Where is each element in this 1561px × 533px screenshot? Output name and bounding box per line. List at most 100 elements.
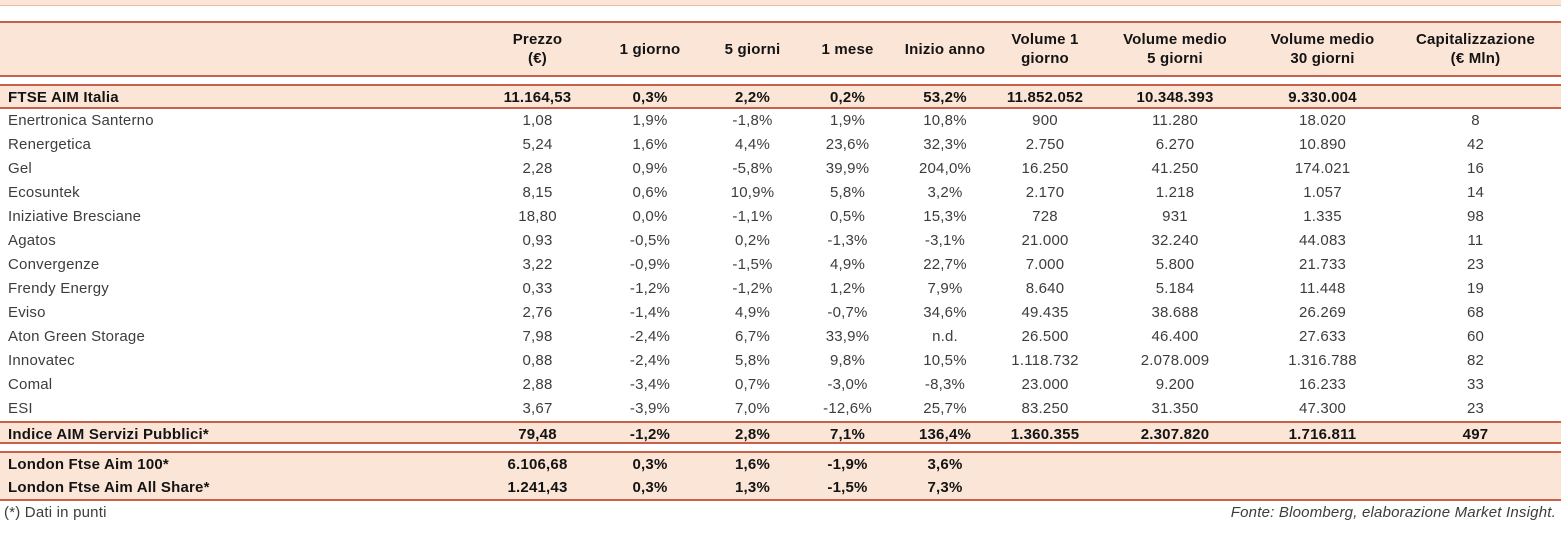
row-value: 728 (1032, 208, 1058, 225)
source-text: Fonte: Bloomberg, elaborazione Market In… (1230, 504, 1556, 521)
row-value: 10,8% (923, 112, 967, 129)
row-value: 26.500 (1021, 328, 1069, 345)
row-value: -8,3% (924, 376, 966, 393)
row-label: ESI (8, 400, 33, 417)
row-value: 11.448 (1299, 280, 1346, 297)
row-value: 11.164,53 (503, 89, 572, 106)
row-value: 1,9% (830, 112, 865, 129)
index-row-container: FTSE AIM Italia 11.164,53 0,3% 2,2% 0,2% 53,2… (0, 86, 1561, 109)
row-label: Renergetica (8, 136, 92, 153)
row-value: 1,08 (522, 112, 553, 129)
column-header: Volume 1 giorno (1011, 31, 1079, 67)
row-value: 26.269 (1298, 304, 1347, 321)
row-value: -1,2% (629, 426, 671, 443)
row-value: 1,3% (735, 479, 770, 496)
row-value: 68 (1466, 304, 1485, 321)
row-value: 1.218 (1155, 184, 1195, 201)
top-divider-strip (0, 0, 1561, 6)
row-value: 0,9% (632, 160, 668, 177)
row-label: Eviso (8, 304, 46, 321)
row-value: 9,8% (830, 352, 865, 369)
row-value: -0,5% (629, 232, 671, 249)
column-header: 1 giorno (619, 40, 681, 58)
row-value: 5.184 (1155, 280, 1195, 297)
row-value: 98 (1466, 208, 1485, 225)
row-label: Frendy Energy (8, 280, 109, 297)
row-value (1390, 453, 1561, 476)
row-value: -3,4% (629, 376, 671, 393)
company-rows-container: Enertronica Santerno 1,08 1,9% -1,8% 1,9% 10,… (0, 109, 1561, 421)
row-value (1095, 476, 1255, 499)
row-value: 2.750 (1025, 136, 1065, 153)
row-value: 21.733 (1298, 256, 1347, 273)
row-label: London Ftse Aim All Share* (8, 479, 210, 496)
row-value: 5,24 (522, 136, 553, 153)
row-value: 16 (1466, 160, 1485, 177)
row-value: 5.800 (1155, 256, 1195, 273)
row-value: 23 (1466, 256, 1485, 273)
row-value: 14 (1466, 184, 1485, 201)
row-value: 49.435 (1021, 304, 1069, 321)
row-value: 15,3% (923, 208, 967, 225)
row-value: 46.400 (1151, 328, 1199, 345)
row-value: -3,9% (629, 400, 671, 417)
row-value: -2,4% (629, 352, 671, 369)
table-row: Eviso 2,76 -1,4% 4,9% -0,7% 34,6% 49.435 38.688… (0, 301, 1561, 325)
row-value: 2.307.820 (1140, 426, 1210, 443)
row-value: 38.688 (1151, 304, 1199, 321)
row-value: 27.633 (1298, 328, 1347, 345)
row-value: 47.300 (1298, 400, 1347, 417)
row-value: 7.000 (1025, 256, 1065, 273)
row-value: 0,2% (830, 89, 865, 106)
row-value: 33,9% (825, 328, 870, 345)
row-value: 0,5% (830, 208, 865, 225)
row-value: -1,8% (732, 112, 773, 129)
row-value: 3,2% (927, 184, 963, 201)
row-value: 2,28 (522, 160, 553, 177)
row-label: London Ftse Aim 100* (8, 456, 169, 473)
table-row: London Ftse Aim 100* 6.106,68 0,3% 1,6% -1,9… (0, 453, 1561, 476)
row-value: -0,9% (629, 256, 671, 273)
row-value: 0,3% (632, 89, 668, 106)
row-label: Innovatec (8, 352, 75, 369)
row-value: 1.057 (1303, 184, 1342, 201)
row-value: 9.200 (1155, 376, 1195, 393)
column-header: Prezzo (€) (512, 31, 563, 67)
row-value: 0,0% (632, 208, 668, 225)
row-value: -5,8% (732, 160, 773, 177)
row-value: 23 (1466, 400, 1485, 417)
row-value: 0,33 (522, 280, 553, 297)
row-value: -3,1% (924, 232, 966, 249)
row-value: 0,3% (632, 479, 668, 496)
row-value (1095, 453, 1255, 476)
row-value (1390, 86, 1561, 109)
row-value: 11.852.052 (1006, 89, 1084, 106)
row-value: 900 (1032, 112, 1058, 129)
row-value: 2.078.009 (1140, 352, 1210, 369)
row-value: 16.233 (1298, 376, 1347, 393)
row-value: 33 (1466, 376, 1485, 393)
row-value: 31.350 (1151, 400, 1199, 417)
summary-row-container: Indice AIM Servizi Pubblici* 79,48 -1,2% 2,… (0, 421, 1561, 444)
table-row: Ecosuntek 8,15 0,6% 10,9% 5,8% 3,2% 2.170 1.218… (0, 181, 1561, 205)
row-value: 7,9% (927, 280, 963, 297)
row-value: 1.118.732 (1011, 352, 1079, 369)
row-value: 1.716.811 (1288, 426, 1357, 443)
row-value: 204,0% (918, 160, 972, 177)
row-value: 5,8% (830, 184, 865, 201)
row-value: 7,1% (830, 426, 865, 443)
row-value: -1,4% (629, 304, 671, 321)
row-value: 53,2% (923, 89, 967, 106)
column-header: Inizio anno (904, 40, 986, 58)
row-label: Iniziative Bresciane (8, 208, 142, 225)
row-value: 3,6% (927, 456, 963, 473)
row-value: 1,6% (632, 136, 668, 153)
row-value: 42 (1466, 136, 1485, 153)
row-value (1255, 476, 1390, 499)
row-value: 4,9% (830, 256, 865, 273)
row-value: 497 (1462, 426, 1489, 443)
row-value: 32,3% (923, 136, 967, 153)
row-value: 19 (1466, 280, 1485, 297)
row-value: -1,2% (629, 280, 671, 297)
column-header-row: Prezzo (€) 1 giorno 5 giorni 1 mese Inizio an… (0, 23, 1561, 75)
